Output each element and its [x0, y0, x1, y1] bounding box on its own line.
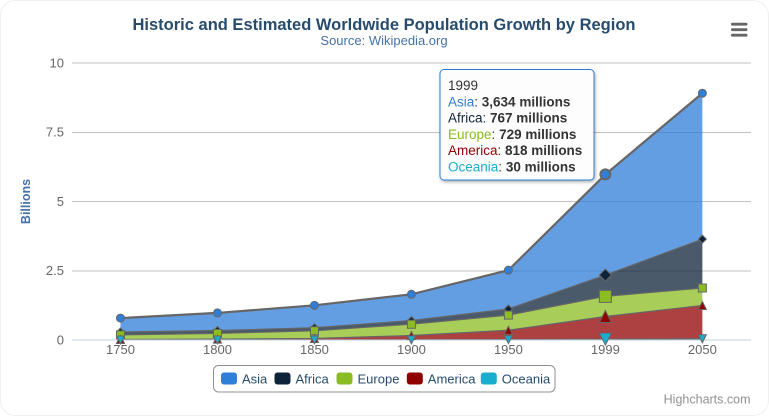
svg-text:1999: 1999 — [448, 78, 478, 93]
svg-text:Historic and Estimated Worldwi: Historic and Estimated Worldwide Populat… — [133, 16, 636, 34]
svg-text:1750: 1750 — [106, 342, 135, 357]
svg-text:7.5: 7.5 — [46, 125, 64, 140]
svg-text:1900: 1900 — [397, 342, 426, 357]
svg-text:1999: 1999 — [591, 342, 620, 357]
svg-text:2050: 2050 — [688, 342, 717, 357]
svg-text:Africa: Africa — [296, 372, 330, 387]
svg-text:Europe: 729 millions: Europe: 729 millions — [448, 127, 576, 142]
svg-text:Highcharts.com: Highcharts.com — [664, 393, 751, 407]
svg-text:Oceania: 30 millions: Oceania: 30 millions — [448, 160, 576, 175]
svg-text:1950: 1950 — [494, 342, 523, 357]
svg-text:2.5: 2.5 — [46, 263, 64, 278]
svg-text:0: 0 — [57, 332, 64, 347]
svg-text:Europe: Europe — [358, 372, 400, 387]
svg-text:Oceania: Oceania — [502, 372, 551, 387]
svg-text:5: 5 — [57, 194, 64, 209]
svg-text:1850: 1850 — [300, 342, 329, 357]
svg-text:America: 818 millions: America: 818 millions — [448, 143, 582, 158]
svg-text:Billions: Billions — [19, 179, 33, 224]
svg-text:America: America — [428, 372, 476, 387]
svg-text:1800: 1800 — [203, 342, 232, 357]
svg-text:Africa: 767 millions: Africa: 767 millions — [448, 111, 567, 126]
svg-text:10: 10 — [50, 55, 64, 70]
svg-text:Asia: 3,634 millions: Asia: 3,634 millions — [448, 94, 570, 109]
svg-text:Asia: Asia — [242, 372, 268, 387]
svg-text:Source: Wikipedia.org: Source: Wikipedia.org — [320, 33, 447, 48]
